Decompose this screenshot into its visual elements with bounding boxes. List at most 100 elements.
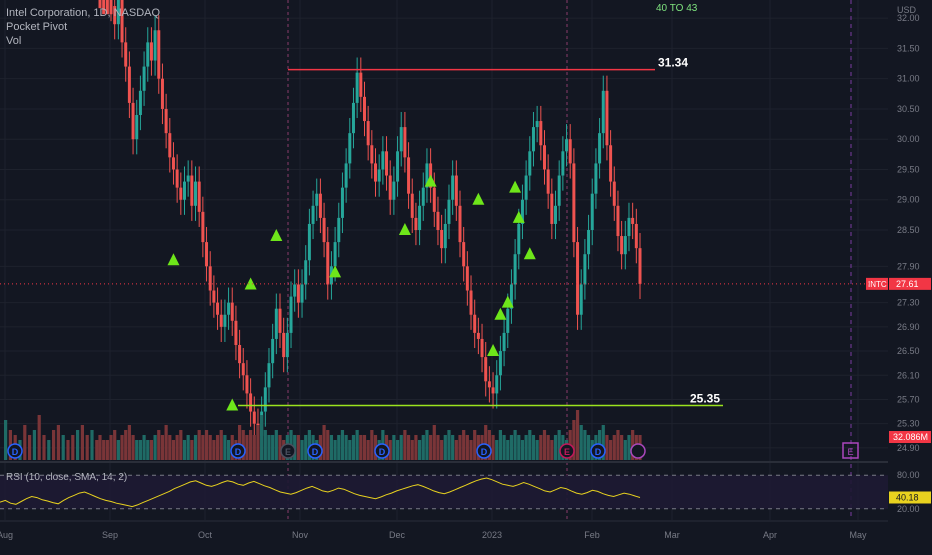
candle [535, 105, 539, 143]
rsi-line [0, 477, 641, 508]
volume-bar [47, 440, 51, 460]
candle-body [179, 187, 183, 200]
candle-body [249, 393, 253, 412]
indicator-volume[interactable]: Vol [6, 35, 22, 47]
volume-bar [164, 425, 168, 460]
candle-body [447, 199, 451, 224]
volume-bar [362, 435, 367, 460]
volume-bar [370, 430, 374, 460]
candle [620, 220, 624, 270]
volume-bar [204, 430, 209, 460]
volume-bar [237, 425, 242, 460]
candle [205, 226, 209, 282]
candle [451, 160, 455, 215]
time-axis-label: Mar [664, 530, 680, 540]
event-badge [559, 443, 575, 459]
candle [168, 118, 172, 173]
volume-tag [889, 431, 931, 443]
candle [590, 178, 594, 246]
volume-bar [71, 435, 75, 460]
volume-bar [322, 425, 326, 460]
symbol-title[interactable]: Intel Corporation, 1D, NASDAQ [6, 7, 161, 19]
volume-bar [550, 440, 554, 460]
volume-bar [252, 435, 256, 460]
volume-bar [249, 430, 253, 460]
grid [0, 0, 888, 520]
candle [116, 0, 120, 40]
volume-bar [542, 430, 547, 460]
candle-body [557, 175, 561, 206]
rsi-value-label: 40.18 [896, 492, 919, 502]
candle [476, 317, 480, 355]
volume-bar [616, 430, 620, 460]
candle-body [366, 121, 370, 146]
candle-body [385, 151, 389, 176]
candle [120, 0, 124, 58]
event-badge-label: E [285, 447, 291, 457]
candle-body [454, 175, 458, 206]
volume-bar [175, 435, 179, 460]
volume-bar [579, 425, 583, 460]
volume-bar [458, 435, 462, 460]
candle [565, 124, 569, 167]
candle-body [205, 242, 209, 267]
volume-bar [300, 440, 304, 460]
candle-body [473, 314, 477, 333]
candle-body [565, 139, 569, 152]
candle-body [605, 90, 609, 146]
price-axis-label: 27.30 [897, 298, 920, 308]
volume-bar [95, 440, 99, 460]
candle [469, 275, 473, 330]
candle-body [572, 163, 576, 243]
candle [315, 178, 319, 221]
volume-bar [271, 435, 275, 460]
candle [289, 281, 293, 349]
candle-body [388, 175, 392, 200]
candle-body [274, 308, 278, 339]
candle [598, 118, 602, 179]
volume-bar [417, 440, 422, 460]
volume-bar [451, 435, 455, 460]
candle [135, 99, 139, 155]
candle [344, 148, 348, 203]
volume-bar [245, 435, 249, 460]
price-axis-label: 31.00 [897, 74, 920, 84]
candle [498, 335, 502, 391]
candle-body [116, 0, 120, 25]
candle-body [234, 320, 238, 345]
candle [212, 275, 216, 318]
candle [443, 208, 447, 264]
candle [627, 202, 631, 252]
candle [520, 184, 524, 240]
volume-bar [23, 425, 27, 460]
candle [634, 208, 638, 264]
candle [392, 166, 396, 215]
candle-body [627, 217, 631, 237]
price-tag [889, 277, 931, 290]
candle [550, 178, 554, 240]
rsi-legend[interactable]: RSI (10, close, SMA, 14, 2) [6, 472, 128, 483]
candle [296, 269, 300, 318]
candle [502, 317, 506, 367]
volume-bar [454, 440, 458, 460]
indicator-pocket-pivot[interactable]: Pocket Pivot [6, 21, 68, 33]
time-axis-label: 2023 [482, 530, 502, 540]
candle [473, 299, 477, 349]
volume-bar [513, 430, 517, 460]
candle [366, 105, 370, 161]
earnings-future-badge [842, 442, 859, 459]
candle-body [190, 175, 194, 206]
candle-body [131, 102, 135, 140]
pocket-pivot-marker [487, 344, 500, 357]
volume-bar [539, 435, 543, 460]
volume-bar [197, 430, 201, 460]
volume-bar [344, 435, 348, 460]
candle [351, 87, 355, 149]
candle-body [458, 205, 462, 243]
candle-body [263, 387, 267, 412]
volume-bar [605, 435, 609, 460]
volume-bar [487, 430, 491, 460]
candle-body [267, 363, 271, 388]
time-axis-label: Nov [292, 530, 309, 540]
